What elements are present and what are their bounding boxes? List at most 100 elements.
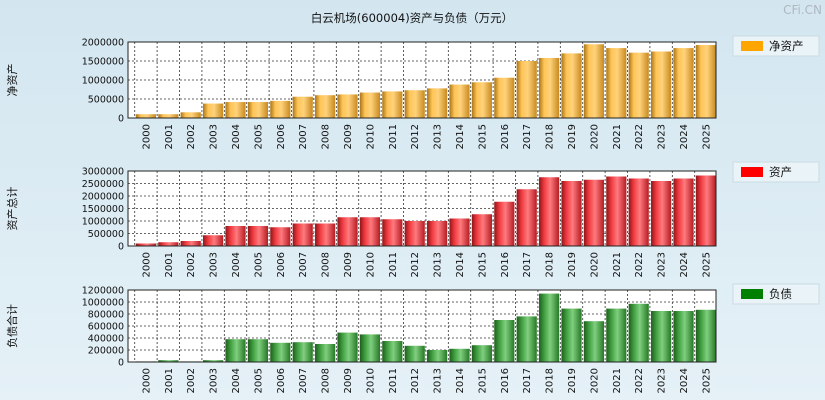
x-tick-label: 2019 <box>567 368 578 393</box>
bar-net-assets-2012 <box>404 90 425 118</box>
x-tick-label: 2007 <box>298 368 309 393</box>
x-tick-label: 2019 <box>567 124 578 149</box>
x-tick-label: 2012 <box>410 252 421 277</box>
bar-total-assets-2021 <box>606 176 627 246</box>
x-tick-label: 2018 <box>545 252 556 277</box>
bar-total-liabilities-2022 <box>628 303 649 362</box>
x-tick-label: 2004 <box>231 124 242 149</box>
x-tick-label: 2021 <box>612 124 623 149</box>
x-tick-label: 2013 <box>433 124 444 149</box>
x-tick-label: 2011 <box>388 252 399 277</box>
y-tick-label: 3000000 <box>82 167 124 178</box>
legend-label: 资产 <box>769 165 792 179</box>
bar-total-liabilities-2024 <box>673 311 694 362</box>
bar-total-assets-2024 <box>673 178 694 246</box>
bar-net-assets-2011 <box>382 91 403 118</box>
bar-total-liabilities-2021 <box>606 308 627 362</box>
x-tick-label: 2009 <box>343 252 354 277</box>
bar-net-assets-2016 <box>494 77 515 118</box>
bar-total-assets-2019 <box>561 181 582 246</box>
bar-net-assets-2013 <box>427 88 448 118</box>
bar-total-liabilities-2010 <box>359 334 380 362</box>
x-tick-label: 2005 <box>253 252 264 277</box>
bar-net-assets-2006 <box>270 100 291 118</box>
x-tick-label: 2007 <box>298 124 309 149</box>
x-tick-label: 2009 <box>343 124 354 149</box>
plot-frame <box>127 289 717 363</box>
x-tick-label: 2001 <box>164 368 175 393</box>
bar-total-liabilities-2016 <box>494 320 515 362</box>
x-tick-label: 2010 <box>365 124 376 149</box>
legend-label: 净资产 <box>769 39 804 53</box>
legend-swatch <box>741 167 763 177</box>
bar-total-assets-2011 <box>382 219 403 246</box>
y-tick-label: 0 <box>118 242 124 253</box>
y-tick-label: 500000 <box>88 229 124 240</box>
y-tick-label: 1200000 <box>82 286 124 297</box>
bar-total-assets-2008 <box>315 223 336 246</box>
x-tick-label: 2004 <box>231 252 242 277</box>
x-tick-label: 2007 <box>298 252 309 277</box>
bar-total-liabilities-2007 <box>292 342 313 362</box>
x-tick-label: 2003 <box>209 368 220 393</box>
y-axis-title: 负债合计 <box>5 304 19 348</box>
x-tick-label: 2024 <box>679 252 690 277</box>
x-tick-label: 2017 <box>522 124 533 149</box>
bar-total-assets-2023 <box>651 181 672 246</box>
x-tick-label: 2013 <box>433 368 444 393</box>
bar-total-assets-2010 <box>359 217 380 246</box>
x-tick-label: 2010 <box>365 368 376 393</box>
y-axis-title: 资产总计 <box>5 187 19 231</box>
bar-total-assets-2015 <box>471 214 492 246</box>
legend-label: 负债 <box>769 287 792 301</box>
x-tick-label: 2024 <box>679 124 690 149</box>
y-tick-label: 1000000 <box>82 217 124 228</box>
bar-net-assets-2017 <box>516 61 537 118</box>
y-tick-label: 500000 <box>88 95 124 106</box>
x-tick-label: 2020 <box>589 368 600 393</box>
bar-total-liabilities-2005 <box>247 339 268 362</box>
x-tick-label: 2021 <box>612 252 623 277</box>
bar-total-assets-2001 <box>158 242 179 246</box>
panel-net-assets: 0 500000 1000000 1500000 2000000 2000 2001 2002… <box>5 35 820 149</box>
y-tick-label: 400000 <box>88 334 124 345</box>
bar-total-liabilities-2009 <box>337 332 358 362</box>
bar-total-liabilities-2013 <box>427 350 448 362</box>
bar-net-assets-2010 <box>359 92 380 118</box>
x-tick-label: 2005 <box>253 124 264 149</box>
bar-total-liabilities-2006 <box>270 342 291 362</box>
bar-total-assets-2007 <box>292 223 313 246</box>
x-tick-label: 2015 <box>477 368 488 393</box>
y-tick-label: 1000000 <box>82 76 124 87</box>
x-tick-label: 2000 <box>141 124 152 149</box>
bar-net-assets-2015 <box>471 82 492 118</box>
x-tick-label: 2008 <box>321 368 332 393</box>
bar-total-assets-2017 <box>516 189 537 246</box>
bar-total-assets-2013 <box>427 221 448 246</box>
watermark: CFi.CN <box>783 3 822 17</box>
x-tick-label: 2018 <box>545 368 556 393</box>
x-tick-label: 2001 <box>164 252 175 277</box>
x-tick-label: 2001 <box>164 124 175 149</box>
x-tick-label: 2018 <box>545 124 556 149</box>
bar-total-assets-2018 <box>539 177 560 246</box>
y-tick-label: 800000 <box>88 310 124 321</box>
x-tick-label: 2022 <box>634 124 645 149</box>
bar-total-assets-2020 <box>583 179 604 246</box>
y-tick-label: 200000 <box>88 346 124 357</box>
bar-total-assets-2016 <box>494 201 515 246</box>
x-tick-label: 2010 <box>365 252 376 277</box>
x-tick-label: 2013 <box>433 252 444 277</box>
x-tick-label: 2005 <box>253 368 264 393</box>
x-tick-label: 2000 <box>141 252 152 277</box>
bar-total-assets-2009 <box>337 217 358 246</box>
x-tick-label: 2006 <box>276 124 287 149</box>
x-tick-label: 2015 <box>477 124 488 149</box>
bar-total-assets-2005 <box>247 226 268 246</box>
bar-total-assets-2006 <box>270 227 291 246</box>
chart-title: 白云机场(600004)资产与负债（万元） <box>311 11 513 25</box>
x-tick-label: 2020 <box>589 252 600 277</box>
x-tick-label: 2002 <box>186 368 197 393</box>
bar-total-assets-2000 <box>135 243 156 246</box>
